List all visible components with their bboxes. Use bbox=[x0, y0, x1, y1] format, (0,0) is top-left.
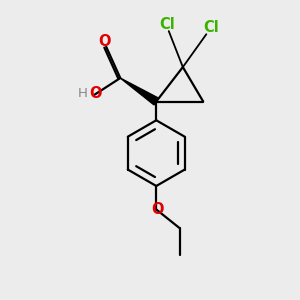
Text: Cl: Cl bbox=[159, 17, 175, 32]
Text: H: H bbox=[78, 87, 88, 100]
Polygon shape bbox=[120, 78, 158, 105]
Text: O: O bbox=[89, 86, 101, 101]
Text: Cl: Cl bbox=[203, 20, 219, 35]
Text: O: O bbox=[152, 202, 164, 217]
Text: O: O bbox=[98, 34, 111, 49]
